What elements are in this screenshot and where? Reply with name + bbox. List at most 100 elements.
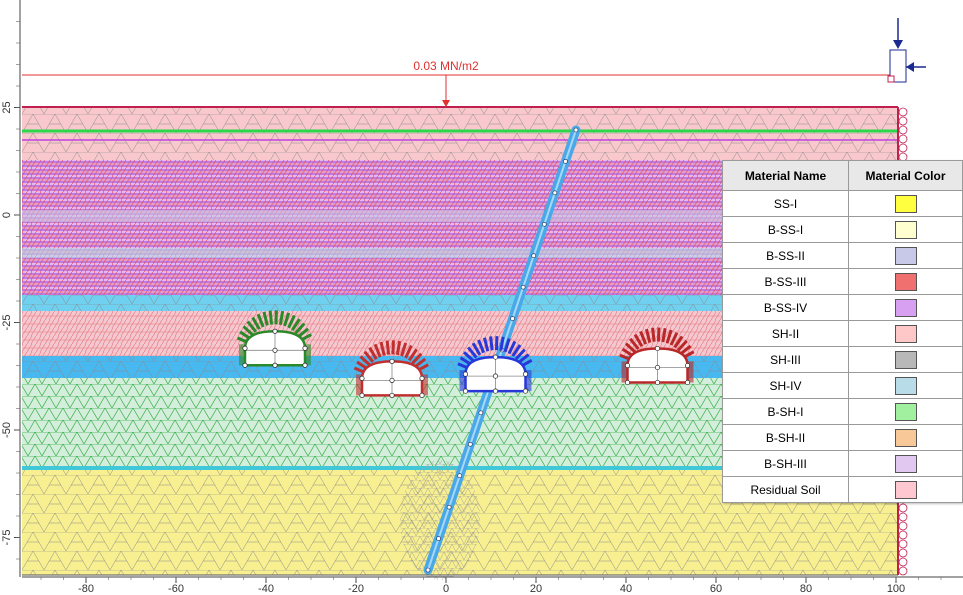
tunnel-node <box>389 377 395 383</box>
rock-bolt <box>462 351 475 362</box>
rock-bolt <box>483 337 490 352</box>
tunnel-node <box>462 371 469 377</box>
tunnel[interactable] <box>236 310 312 368</box>
pile-node <box>436 536 441 541</box>
rock-bolt <box>645 328 652 343</box>
roller-support <box>898 116 908 126</box>
material-name: SS-I <box>722 190 849 217</box>
tunnel-node <box>684 362 691 369</box>
tunnel-node <box>462 388 469 394</box>
material-name: B-SS-I <box>722 216 849 243</box>
material-name: Residual Soil <box>722 476 849 503</box>
rock-bolt <box>297 327 310 338</box>
tunnel-node <box>654 379 661 386</box>
x-tick-label: 0 <box>443 583 449 595</box>
tunnel-node <box>302 362 308 368</box>
pile-node <box>467 441 473 447</box>
legend-row: B-SS-I <box>722 216 963 243</box>
roller-support <box>898 503 908 513</box>
tunnel-node <box>654 364 661 371</box>
pile-node <box>563 159 568 164</box>
tunnel-node <box>389 358 395 364</box>
force-arrow-icon[interactable] <box>887 18 926 83</box>
roller-support <box>898 548 908 558</box>
material-swatch <box>894 350 917 369</box>
tunnel-node <box>389 392 395 398</box>
tunnel-node <box>522 371 529 377</box>
tunnel[interactable] <box>619 327 695 386</box>
rock-bolt <box>499 336 505 351</box>
rock-bolt <box>517 353 530 364</box>
rock-bolt <box>507 340 517 355</box>
y-tick-label: -25 <box>1 315 13 331</box>
x-tick-label: 60 <box>710 583 722 595</box>
pile-node <box>520 284 526 290</box>
rock-bolt <box>262 311 269 326</box>
tunnel-node <box>419 392 425 398</box>
rock-bolt <box>283 312 291 327</box>
rock-bolt <box>651 327 656 342</box>
legend-row: SH-IV <box>722 372 963 399</box>
roller-support <box>898 530 908 540</box>
rock-bolt <box>359 355 371 367</box>
rock-bolt <box>368 346 378 360</box>
rock-bolt <box>287 314 296 329</box>
x-tick-label: 100 <box>887 583 905 595</box>
rock-bolt <box>673 335 684 349</box>
material-name: B-SS-IV <box>722 294 849 321</box>
material-swatch <box>894 376 917 395</box>
pile-node <box>446 504 452 510</box>
rock-bolt <box>400 342 408 357</box>
x-tick-label: -40 <box>258 583 274 595</box>
material-legend: Material Name Material Color SS-I B-SS-I… <box>722 160 963 503</box>
tunnel-node <box>272 362 278 368</box>
legend-header-name: Material Name <box>722 160 849 191</box>
y-tick-label: -50 <box>1 422 13 438</box>
material-swatch <box>894 428 917 447</box>
tunnel-node <box>684 379 691 386</box>
load-label: 0.03 MN/m2 <box>413 59 479 73</box>
legend-row: Residual Soil <box>722 476 963 503</box>
rock-bolt <box>661 328 667 343</box>
rock-bolt <box>679 344 692 356</box>
rock-bolt <box>639 330 648 345</box>
rock-bolt <box>629 337 640 350</box>
rock-bolt <box>268 310 274 325</box>
material-name: SH-III <box>722 346 849 373</box>
legend-row: B-SH-I <box>722 398 963 425</box>
pile-node <box>552 190 558 196</box>
rock-bolt <box>242 325 254 337</box>
material-swatch <box>894 220 917 239</box>
rock-bolt <box>290 318 301 332</box>
y-tick-label: 0 <box>1 212 13 218</box>
roller-support <box>898 521 908 531</box>
pile-node <box>478 410 484 416</box>
rock-bolt <box>294 322 306 335</box>
tunnel-side-block <box>459 370 466 392</box>
legend-row: B-SS-IV <box>722 294 963 321</box>
tunnel-node <box>492 354 499 360</box>
x-tick-label: 40 <box>620 583 632 595</box>
material-name: B-SS-III <box>722 268 849 295</box>
rock-bolt <box>489 336 494 351</box>
material-swatch <box>894 324 917 343</box>
roller-support <box>898 557 908 567</box>
tunnel-group <box>236 310 695 398</box>
material-name: B-SH-I <box>722 398 849 425</box>
legend-header-color: Material Color <box>848 160 963 191</box>
rock-bolt <box>251 316 261 330</box>
rock-bolt <box>373 343 382 358</box>
distributed-load[interactable]: 0.03 MN/m2 <box>22 59 895 107</box>
tunnel[interactable] <box>457 336 533 394</box>
rock-bolt <box>467 346 478 359</box>
y-axis: 25 0 -25 -50 -75 <box>1 0 21 577</box>
rock-bolt <box>477 339 486 354</box>
tunnel-side-block <box>621 361 628 383</box>
material-name: SH-II <box>722 320 849 347</box>
legend-row: SH-III <box>722 346 963 373</box>
x-tick-label: -60 <box>168 583 184 595</box>
legend-row: SS-I <box>722 190 963 217</box>
tunnel[interactable] <box>353 340 429 398</box>
x-tick-label: -20 <box>348 583 364 595</box>
roller-support <box>898 107 908 117</box>
